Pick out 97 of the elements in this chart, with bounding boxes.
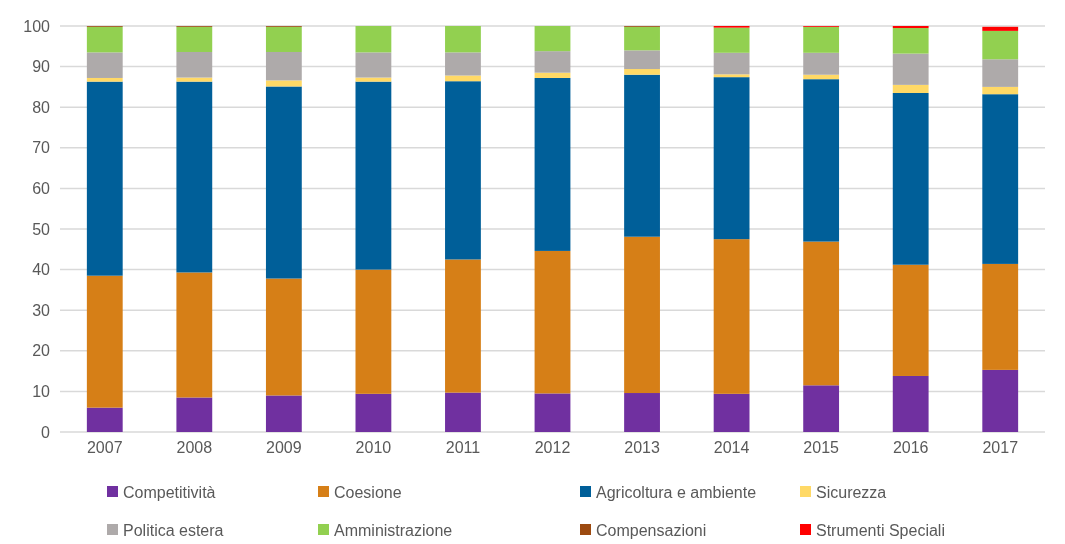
y-tick-label: 50 — [32, 220, 51, 238]
bar — [982, 26, 1019, 31]
bar — [803, 79, 840, 242]
bar — [803, 52, 840, 75]
bar — [713, 74, 750, 78]
bar — [713, 239, 750, 394]
bar — [982, 59, 1019, 87]
bar — [624, 69, 660, 75]
y-tick-label: 30 — [32, 301, 51, 319]
bar — [265, 278, 302, 396]
y-tick-label: 40 — [32, 261, 51, 279]
bar — [803, 385, 840, 432]
x-tick-label: 2008 — [176, 439, 213, 457]
bar — [445, 26, 481, 53]
x-tick-label: 2016 — [892, 439, 929, 457]
bar — [86, 81, 123, 276]
y-tick-label: 80 — [32, 98, 51, 116]
bar — [534, 72, 571, 78]
bar — [892, 92, 929, 265]
bar — [534, 393, 571, 432]
bar — [86, 26, 123, 53]
bar — [445, 259, 481, 393]
bar — [624, 26, 660, 51]
bar — [534, 51, 571, 73]
y-tick-label: 70 — [32, 139, 51, 157]
legend-label: Coesione — [334, 483, 402, 501]
y-tick-label: 10 — [32, 383, 51, 401]
bar — [355, 269, 392, 394]
x-tick-label: 2013 — [624, 439, 660, 457]
legend-label: Competitività — [123, 483, 216, 501]
bar — [176, 26, 213, 52]
x-tick-label: 2007 — [86, 439, 123, 457]
x-tick-label: 2012 — [534, 439, 571, 457]
bar — [355, 81, 392, 270]
x-tick-label: 2014 — [713, 439, 750, 457]
y-tick-label: 60 — [32, 180, 51, 198]
bar — [176, 397, 213, 432]
legend-label: Agricoltura e ambiente — [596, 483, 757, 501]
bar — [713, 77, 750, 240]
bar — [355, 77, 392, 82]
bar — [176, 81, 213, 273]
bar — [624, 393, 660, 432]
bar — [982, 263, 1019, 370]
bar — [176, 77, 213, 82]
bar — [713, 393, 750, 432]
legend-label: Politica estera — [123, 521, 224, 539]
bar — [982, 86, 1019, 95]
bar — [445, 392, 481, 432]
bar — [803, 26, 840, 53]
bar — [355, 26, 392, 53]
y-tick-label: 20 — [32, 342, 51, 360]
bar — [445, 81, 481, 260]
bar — [624, 236, 660, 394]
x-tick-label: 2010 — [355, 439, 392, 457]
bar — [713, 27, 750, 53]
bar — [982, 30, 1019, 60]
bar — [176, 51, 213, 78]
bar — [982, 94, 1019, 264]
bar — [265, 80, 302, 87]
legend-label: Amministrazione — [334, 521, 453, 539]
bar — [624, 50, 660, 70]
bar — [355, 393, 392, 432]
legend-label: Compensazioni — [596, 521, 707, 539]
x-tick-label: 2009 — [266, 439, 302, 457]
bar — [892, 264, 929, 376]
bar — [86, 407, 123, 432]
bar — [86, 52, 123, 78]
bar — [445, 52, 481, 76]
x-tick-label: 2011 — [445, 439, 481, 457]
bar — [982, 369, 1019, 432]
bar — [713, 52, 750, 75]
bar — [534, 26, 571, 52]
bar — [892, 84, 929, 93]
y-tick-label: 0 — [41, 423, 51, 441]
bar — [86, 275, 123, 408]
bar — [534, 77, 571, 251]
y-tick-label: 90 — [32, 58, 51, 76]
bar — [265, 26, 302, 52]
x-tick-label: 2017 — [982, 439, 1019, 457]
bar — [803, 74, 840, 80]
bar — [355, 52, 392, 78]
bar — [86, 77, 123, 82]
bar — [803, 241, 840, 386]
legend-label: Strumenti Speciali — [816, 521, 945, 539]
bar — [534, 250, 571, 394]
legend-label: Sicurezza — [816, 483, 887, 501]
bar — [265, 395, 302, 432]
bar — [892, 53, 929, 85]
bar — [176, 272, 213, 398]
y-tick-label: 100 — [23, 17, 51, 35]
x-tick-label: 2015 — [803, 439, 840, 457]
bar — [892, 26, 929, 29]
bar — [265, 86, 302, 279]
bar — [892, 28, 929, 54]
bar — [624, 74, 660, 237]
bar — [265, 51, 302, 81]
bar — [892, 375, 929, 432]
